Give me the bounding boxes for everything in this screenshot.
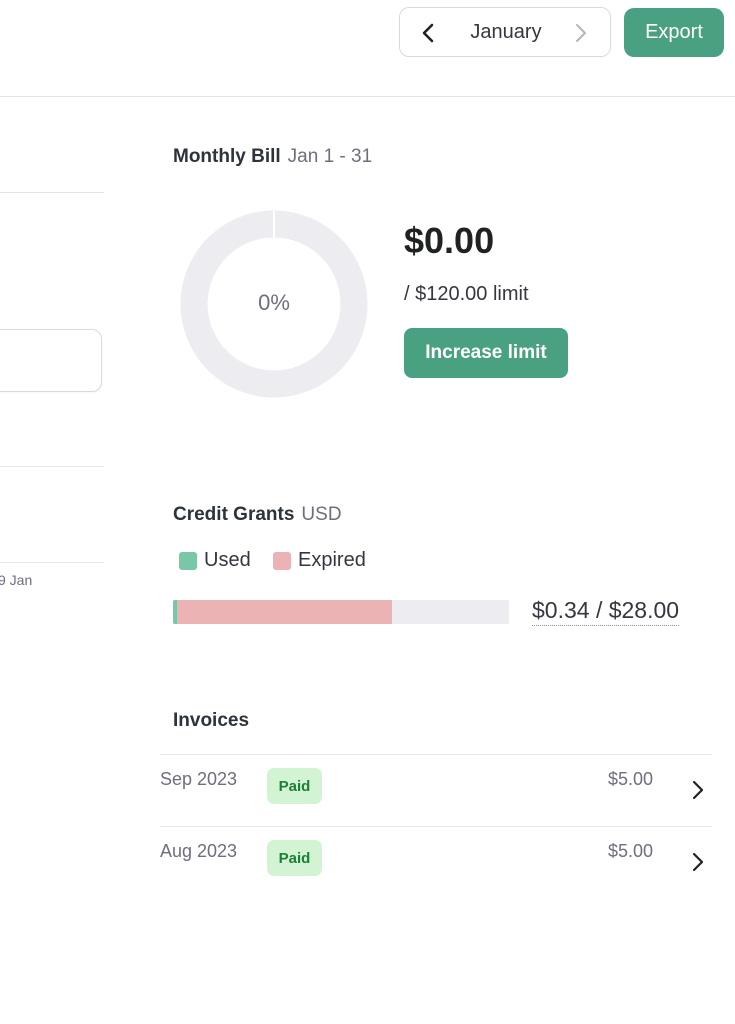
month-label: January bbox=[470, 21, 542, 43]
monthly-bill-range: Jan 1 - 31 bbox=[287, 146, 373, 167]
header-divider bbox=[0, 96, 735, 97]
invoices-title: Invoices bbox=[173, 710, 250, 731]
legend-used-label: Used bbox=[204, 549, 251, 571]
bill-limit: / $120.00 limit bbox=[404, 283, 529, 305]
credit-used-fill bbox=[173, 600, 177, 624]
monthly-bill-title: Monthly Bill bbox=[173, 146, 281, 167]
credit-grants-title: Credit Grants bbox=[173, 504, 295, 525]
invoice-amount: $5.00 bbox=[608, 769, 654, 789]
credit-expired-fill bbox=[177, 600, 392, 624]
chevron-left-icon[interactable] bbox=[418, 21, 440, 45]
credit-progress-bar bbox=[173, 600, 509, 624]
usage-donut-chart bbox=[180, 210, 368, 398]
invoice-row[interactable]: Aug 2023 Paid $5.00 bbox=[160, 826, 712, 899]
paid-badge: Paid bbox=[267, 768, 322, 804]
legend-expired-label: Expired bbox=[298, 549, 366, 571]
x-axis-tick: 9 Jan bbox=[0, 572, 33, 588]
chevron-right-icon[interactable] bbox=[570, 21, 592, 45]
increase-limit-button[interactable]: Increase limit bbox=[404, 328, 568, 378]
bill-amount: $0.00 bbox=[404, 220, 495, 261]
used-swatch bbox=[179, 551, 197, 570]
divider bbox=[0, 192, 104, 193]
paid-badge: Paid bbox=[267, 840, 322, 876]
expired-swatch bbox=[273, 551, 291, 570]
credit-total[interactable]: $0.34 / $28.00 bbox=[532, 597, 680, 626]
monthly-bill-header: Monthly Bill Jan 1 - 31 bbox=[173, 146, 372, 168]
usage-percent: 0% bbox=[258, 290, 290, 315]
month-picker: January bbox=[399, 7, 611, 57]
invoice-row[interactable]: Sep 2023 Paid $5.00 bbox=[160, 754, 712, 827]
credit-grants-currency: USD bbox=[301, 504, 342, 525]
chevron-right-icon[interactable] bbox=[690, 851, 706, 873]
divider bbox=[0, 466, 104, 467]
invoice-amount: $5.00 bbox=[608, 841, 654, 861]
invoice-date: Sep 2023 bbox=[160, 769, 238, 789]
legend-used: Used bbox=[179, 549, 251, 572]
credit-grants-header: Credit Grants USD bbox=[173, 504, 342, 526]
legend-expired: Expired bbox=[273, 549, 366, 572]
invoice-date: Aug 2023 bbox=[160, 841, 238, 861]
chart-axis-line bbox=[0, 562, 104, 563]
chevron-right-icon[interactable] bbox=[690, 779, 706, 801]
export-button[interactable]: Export bbox=[624, 8, 724, 57]
input-field[interactable] bbox=[0, 329, 102, 392]
